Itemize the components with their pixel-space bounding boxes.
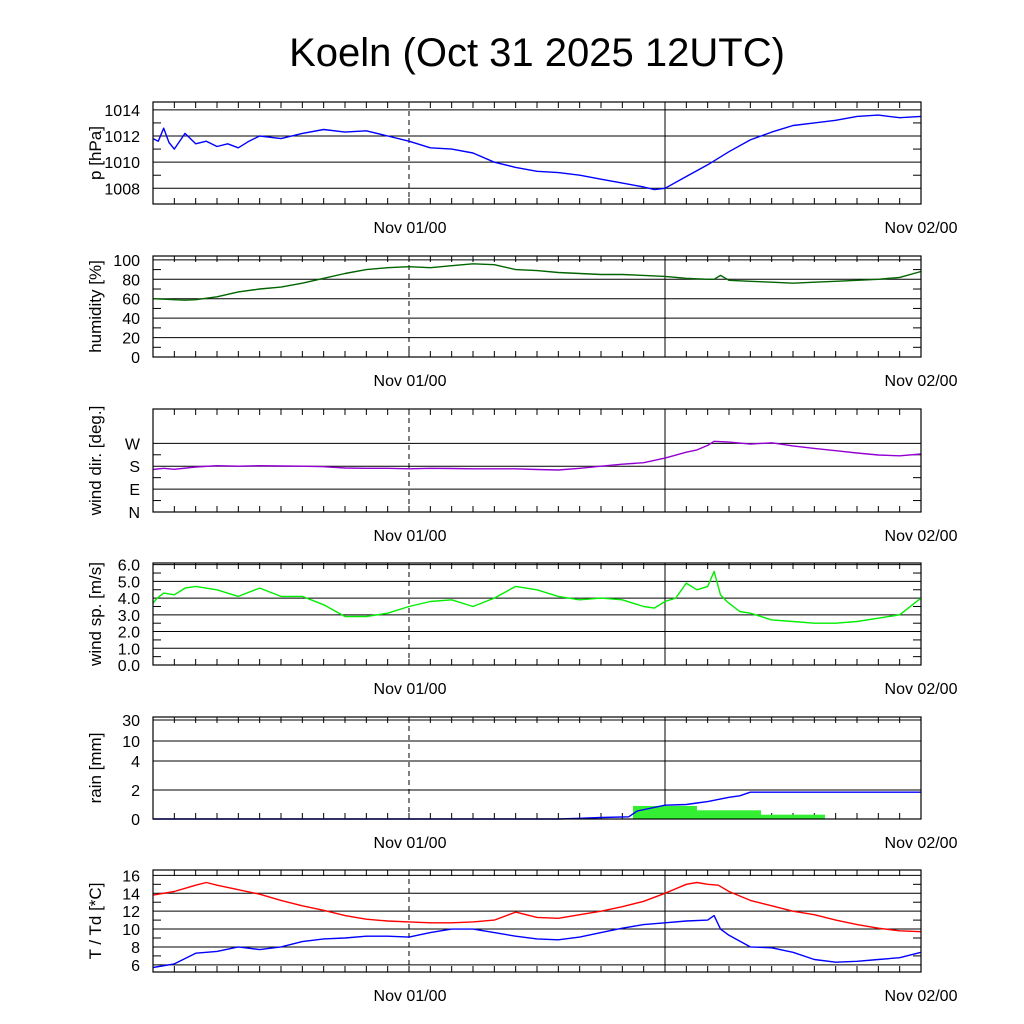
chart-title: Koeln (Oct 31 2025 12UTC) — [289, 31, 785, 75]
series-line-pressure — [152, 114, 922, 191]
y-tick-label: 8 — [131, 940, 140, 957]
y-tick-label: 30 — [122, 713, 140, 730]
x-tick-label: Nov 02/00 — [885, 988, 958, 1005]
plot-frame — [152, 408, 922, 513]
y-axis-label: T / Td [*C] — [86, 883, 105, 960]
x-tick-label: Nov 01/00 — [374, 528, 447, 545]
y-tick-label: 4.0 — [118, 591, 140, 608]
y-tick-label: 4 — [131, 754, 140, 771]
y-axis-label: p [hPa] — [86, 126, 105, 180]
x-tick-label: Nov 01/00 — [374, 835, 447, 852]
x-tick-label: Nov 02/00 — [885, 373, 958, 390]
rain-bar — [761, 814, 825, 819]
plot-frame — [152, 255, 922, 358]
y-tick-label: 1010 — [104, 155, 140, 172]
y-tick-label: 6 — [131, 958, 140, 975]
y-tick-label: 1014 — [104, 103, 140, 120]
x-tick-label: Nov 02/00 — [885, 835, 958, 852]
y-tick-label: 12 — [122, 904, 140, 921]
y-tick-label: S — [129, 459, 140, 476]
series-line-wind-direction — [152, 440, 922, 471]
y-tick-label: 1012 — [104, 129, 140, 146]
rain-bar — [697, 810, 761, 819]
y-tick-label: 0 — [131, 812, 140, 829]
plot-frame — [152, 101, 922, 205]
y-axis-label: wind dir. [deg.] — [86, 406, 105, 517]
panel-rain: 0 2 4 10 30 Nov 01/00 Nov 02/00 rain [mm] — [86, 713, 958, 852]
series-line-accumulated — [153, 791, 921, 820]
panel-wind-speed: 0.01.02.03.04.05.06.0 Nov 01/00 Nov 02/00 w… — [86, 558, 958, 698]
panel-humidity: 0 20 40 60 80 100 Nov 01/00 Nov 02/00 humidity [… — [86, 253, 958, 390]
y-tick-label: 100 — [113, 253, 140, 270]
y-tick-label: 2 — [131, 783, 140, 800]
series-line-wind-speed — [152, 570, 922, 624]
plot-frame — [152, 869, 922, 973]
x-tick-label: Nov 01/00 — [374, 681, 447, 698]
y-axis-label: rain [mm] — [86, 733, 105, 804]
y-tick-label: 0.0 — [118, 658, 140, 675]
y-tick-label: 20 — [122, 331, 140, 348]
x-tick-label: Nov 02/00 — [885, 528, 958, 545]
panel-pressure: 1008 1010 1012 1014 Nov 01/00 Nov 02/00 p [hPa… — [86, 101, 958, 237]
y-axis-label: wind sp. [m/s] — [86, 562, 105, 667]
y-tick-label: 1008 — [104, 181, 140, 198]
y-tick-label: 10 — [122, 734, 140, 751]
y-tick-label: 3.0 — [118, 608, 140, 625]
y-tick-label: E — [129, 482, 140, 499]
y-tick-label: 40 — [122, 311, 140, 328]
x-tick-label: Nov 01/00 — [374, 220, 447, 237]
x-tick-label: Nov 02/00 — [885, 681, 958, 698]
y-tick-label: 14 — [122, 886, 140, 903]
y-tick-label: 2.0 — [118, 625, 140, 642]
y-tick-label: 0 — [131, 350, 140, 367]
y-tick-label: 10 — [122, 922, 140, 939]
series-line-humidity — [152, 263, 922, 301]
y-tick-label: W — [125, 436, 141, 453]
plot-frame — [152, 562, 922, 666]
x-tick-label: Nov 02/00 — [885, 220, 958, 237]
y-tick-label: N — [128, 505, 140, 522]
y-tick-label: 80 — [122, 272, 140, 289]
x-tick-label: Nov 01/00 — [374, 988, 447, 1005]
x-tick-label: Nov 01/00 — [374, 373, 447, 390]
y-tick-label: 16 — [122, 868, 140, 885]
y-tick-label: 60 — [122, 292, 140, 309]
plot-frame — [152, 716, 922, 820]
series-line-t — [152, 881, 922, 933]
y-tick-label: 1.0 — [118, 641, 140, 658]
rain-bar — [633, 805, 697, 819]
y-axis-label: humidity [%] — [86, 260, 105, 353]
y-tick-label: 5.0 — [118, 574, 140, 591]
y-tick-label: 6.0 — [118, 558, 140, 575]
series-line-td — [152, 914, 922, 969]
